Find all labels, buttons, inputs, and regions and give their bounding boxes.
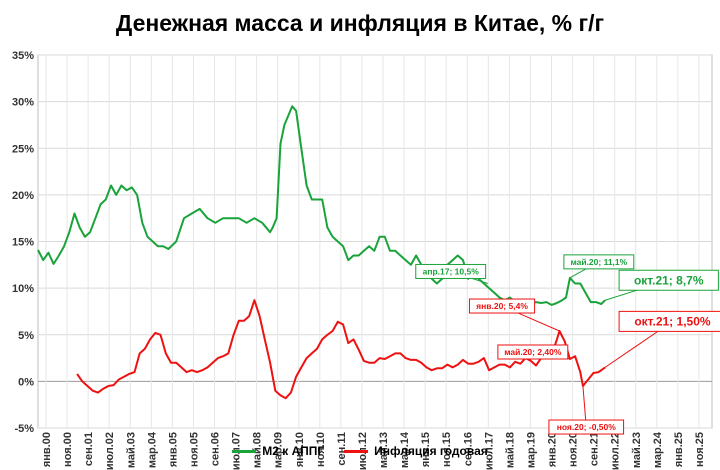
legend-swatch-m2	[232, 449, 257, 453]
legend-item-m2: М2 к АППГ	[232, 444, 324, 458]
annotation-label: май.20; 11,1%	[570, 257, 627, 267]
annotation-box	[497, 344, 569, 360]
legend: М2 к АППГ Инфляция годовая	[0, 444, 720, 458]
x-tick-label: сен.01	[83, 432, 95, 466]
x-tick-label: май.23	[631, 432, 643, 468]
annotation-label: окт.21; 1,50%	[634, 315, 711, 329]
legend-label-cpi: Инфляция годовая	[374, 444, 488, 458]
x-tick-label: май.18	[504, 432, 516, 468]
annotation-box	[548, 419, 625, 435]
x-tick-label: сен.21	[589, 432, 601, 466]
x-tick-label: ноя.10	[315, 432, 327, 467]
y-tick-label: 0%	[18, 376, 34, 388]
annotation-label: май.20; 2,40%	[504, 347, 562, 357]
chart-title: Денежная масса и инфляция в Китае, % г/г	[115, 10, 605, 36]
x-tick-label: ноя.00	[62, 432, 74, 467]
y-tick-label: 15%	[12, 237, 34, 249]
x-tick-label: янв.05	[167, 432, 179, 467]
y-tick-label: 5%	[18, 330, 34, 342]
annotation-label: окт.21; 8,7%	[634, 274, 704, 288]
x-tick-label: янв.15	[420, 432, 432, 467]
series-line-cpi	[76, 299, 606, 400]
x-tick-label: май.13	[378, 432, 390, 468]
x-tick-label: мар.14	[399, 431, 411, 468]
annotation-label: апр.17; 10,5%	[423, 267, 480, 277]
y-tick-label: 35%	[12, 50, 34, 62]
x-tick-label: май.03	[125, 432, 137, 468]
x-tick-label: июл.02	[104, 432, 116, 470]
annotation-box	[415, 263, 487, 279]
legend-swatch-cpi	[344, 449, 369, 453]
x-tick-label: ноя.25	[694, 432, 706, 467]
x-tick-label: янв.10	[294, 432, 306, 467]
x-tick-label: май.08	[252, 432, 264, 468]
x-tick-label: мар.24	[652, 431, 664, 468]
x-tick-label: янв.00	[41, 432, 53, 467]
x-tick-label: сен.11	[336, 432, 348, 466]
x-tick-label: сен.06	[210, 432, 222, 466]
y-tick-label: -5%	[14, 423, 34, 435]
x-tick-label: июл.17	[483, 432, 495, 470]
x-tick-label: ноя.05	[188, 432, 200, 467]
annotation-label: ноя.20; -0,50%	[557, 422, 617, 432]
annotation-box	[563, 254, 635, 270]
y-tick-label: 10%	[12, 283, 34, 295]
x-tick-label: мар.09	[273, 432, 285, 468]
x-tick-label: июл.22	[610, 432, 622, 470]
annotation-box	[618, 269, 719, 291]
x-tick-label: янв.25	[673, 432, 685, 467]
y-tick-label: 30%	[12, 97, 34, 109]
x-tick-label: мар.19	[525, 432, 537, 468]
annotation-box	[618, 310, 720, 332]
y-tick-label: 20%	[12, 190, 34, 202]
x-tick-label: сен.16	[462, 432, 474, 466]
annotation-label: янв.20; 5,4%	[476, 301, 528, 311]
x-tick-label: ноя.20	[568, 432, 580, 467]
annotation-box	[468, 298, 536, 314]
x-tick-label: янв.20	[547, 432, 559, 467]
y-tick-label: 25%	[12, 143, 34, 155]
x-tick-label: ноя.15	[441, 432, 453, 467]
x-tick-label: мар.04	[146, 431, 158, 468]
legend-item-cpi: Инфляция годовая	[344, 444, 488, 458]
legend-label-m2: М2 к АППГ	[262, 444, 325, 458]
